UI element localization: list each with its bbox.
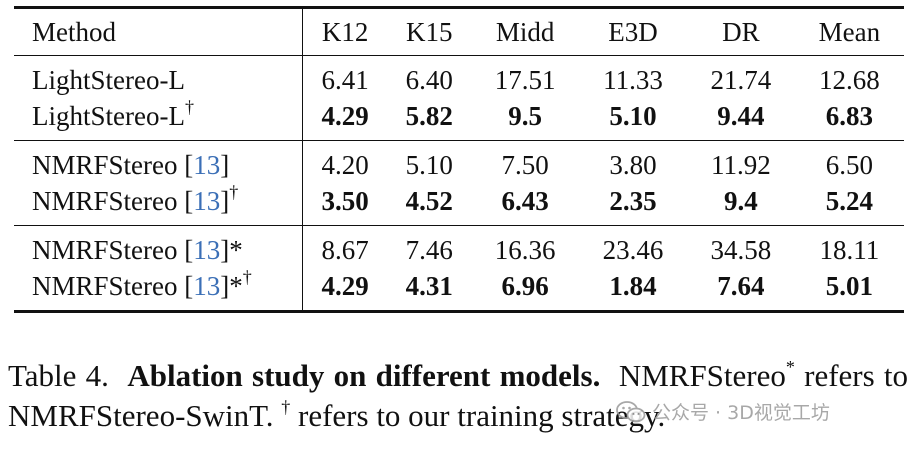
value-cell: 4.20: [321, 150, 369, 180]
caption-text-2: refers to NMRFStereo-SwinT.: [8, 358, 909, 433]
value-cell: 5.01: [794, 268, 904, 313]
caption-dagger: †: [281, 396, 291, 417]
method-cell: NMRFStereo [13]†: [14, 183, 303, 226]
header-method: Method: [14, 6, 303, 56]
dagger-mark: †: [184, 97, 194, 117]
dagger-mark: †: [229, 182, 239, 202]
value-cell: 4.52: [387, 183, 472, 226]
value-cell: 11.33: [603, 65, 663, 95]
value-cell: 6.43: [471, 183, 580, 226]
method-name: NMRFStereo [: [32, 271, 194, 301]
value-cell: 5.10: [405, 150, 453, 180]
table-row: LightStereo-L 6.41 6.40 17.51 11.33 21.74 12.6…: [14, 55, 904, 98]
value-cell: 4.29: [302, 268, 388, 313]
table-body: LightStereo-L 6.41 6.40 17.51 11.33 21.74 12.6…: [14, 55, 904, 313]
results-table: Method K12 K15 Midd E3D DR Mean LightSte…: [14, 6, 904, 313]
watermark: 公众号 · 3D视觉工坊: [616, 398, 830, 425]
caption-title: Ablation study on different models.: [127, 358, 601, 393]
method-suffix: ]: [220, 150, 230, 180]
header-k15: K15: [387, 6, 472, 56]
method-suffix: ]: [220, 186, 230, 216]
value-cell: 7.46: [405, 235, 453, 265]
value-cell: 9.44: [686, 98, 795, 141]
value-cell: 18.11: [819, 235, 880, 265]
value-cell: 6.40: [405, 65, 453, 95]
citation-link[interactable]: 13: [193, 235, 221, 265]
watermark-text: 公众号 · 3D视觉工坊: [652, 402, 830, 424]
table-caption: Table 4. Ablation study on different mod…: [8, 356, 908, 436]
header-dr: DR: [686, 6, 795, 56]
method-name: NMRFStereo [: [32, 186, 194, 216]
value-cell: 5.82: [387, 98, 472, 141]
value-cell: 23.46: [602, 235, 664, 265]
value-cell: 6.83: [794, 98, 904, 141]
value-cell: 4.31: [387, 268, 472, 313]
value-cell: 11.92: [710, 150, 771, 180]
table-row: LightStereo-L† 4.29 5.82 9.5 5.10 9.44 6.83: [14, 98, 904, 141]
citation-link[interactable]: 13: [193, 150, 221, 180]
method-cell: LightStereo-L: [14, 55, 303, 98]
value-cell: 6.50: [825, 150, 874, 180]
caption-star: *: [785, 356, 795, 377]
method-name: LightStereo-L: [32, 101, 185, 131]
citation-link[interactable]: 13: [193, 186, 221, 216]
value-cell: 6.96: [471, 268, 580, 313]
value-cell: 7.50: [501, 150, 549, 180]
caption-text-1: NMRFStereo: [618, 358, 786, 393]
wechat-icon: [616, 400, 646, 422]
value-cell: 1.84: [579, 268, 687, 313]
citation-link[interactable]: 13: [193, 271, 221, 301]
table-row: NMRFStereo [13]* 8.67 7.46 16.36 23.46 34.58 1…: [14, 225, 904, 268]
value-cell: 4.29: [302, 98, 388, 141]
header-mean: Mean: [794, 6, 904, 56]
value-cell: 6.41: [321, 65, 369, 95]
header-midd: Midd: [471, 6, 580, 56]
dagger-mark: †: [242, 267, 252, 287]
header-e3d: E3D: [579, 6, 687, 56]
value-cell: 12.68: [819, 65, 880, 95]
method-cell: LightStereo-L†: [14, 98, 303, 141]
caption-label: Table 4.: [8, 358, 109, 393]
value-cell: 16.36: [494, 235, 556, 265]
value-cell: 17.51: [494, 65, 556, 95]
method-cell: NMRFStereo [13]: [14, 140, 303, 183]
value-cell: 5.24: [794, 183, 904, 226]
value-cell: 7.64: [686, 268, 795, 313]
value-cell: 2.35: [579, 183, 687, 226]
value-cell: 5.10: [579, 98, 687, 141]
results-table-container: Method K12 K15 Midd E3D DR Mean LightSte…: [14, 6, 904, 313]
value-cell: 34.58: [710, 235, 772, 265]
value-cell: 3.80: [609, 150, 657, 180]
method-cell: NMRFStereo [13]*: [14, 225, 303, 268]
method-cell: NMRFStereo [13]*†: [14, 267, 303, 313]
method-name: LightStereo-L: [32, 65, 185, 95]
table-row: NMRFStereo [13]*† 4.29 4.31 6.96 1.84 7.64 5.0…: [14, 267, 904, 313]
value-cell: 9.5: [471, 98, 580, 141]
table-row: NMRFStereo [13] 4.20 5.10 7.50 3.80 11.92 6.50: [14, 140, 904, 183]
method-name: NMRFStereo [: [32, 235, 194, 265]
method-suffix: ]*: [220, 235, 243, 265]
value-cell: 8.67: [321, 235, 369, 265]
method-name: NMRFStereo [: [32, 150, 194, 180]
table-row: NMRFStereo [13]† 3.50 4.52 6.43 2.35 9.4 5.24: [14, 183, 904, 226]
header-k12: K12: [302, 6, 388, 56]
caption-text-3: refers to our training strategy.: [298, 398, 666, 433]
value-cell: 21.74: [710, 65, 772, 95]
value-cell: 3.50: [302, 183, 388, 226]
table-header-row: Method K12 K15 Midd E3D DR Mean: [14, 6, 904, 56]
method-suffix: ]*: [220, 271, 243, 301]
value-cell: 9.4: [686, 183, 795, 226]
